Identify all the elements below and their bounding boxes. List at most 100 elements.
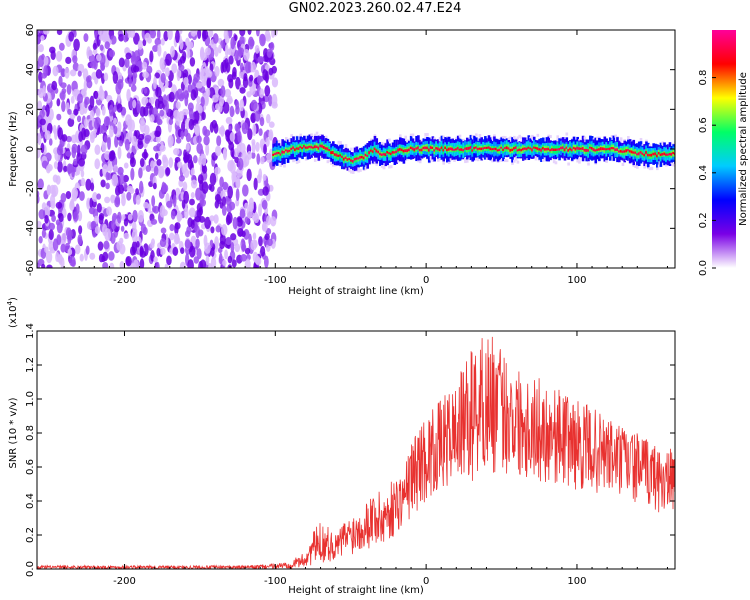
ridge-cell — [596, 148, 599, 151]
ridge-cell — [532, 146, 536, 149]
ridge-halo — [312, 136, 315, 140]
spectrogram-marks — [37, 30, 675, 268]
x-tick-label: 100 — [567, 275, 586, 286]
noise-cell — [247, 128, 253, 141]
ridge-cell — [438, 148, 442, 152]
noise-cell — [165, 53, 172, 66]
noise-cell — [257, 56, 265, 63]
ridge-halo — [503, 136, 507, 140]
ridge-cell — [458, 148, 462, 151]
ridge-cell — [364, 153, 368, 157]
noise-cell — [73, 108, 79, 116]
noise-cell — [177, 210, 182, 221]
noise-cell — [209, 121, 214, 133]
ridge-cell — [290, 147, 293, 150]
noise-cell — [56, 113, 62, 121]
noise-cell — [179, 55, 186, 64]
noise-cell — [201, 68, 208, 80]
noise-cell — [229, 132, 236, 142]
noise-cell — [49, 194, 56, 207]
noise-cell — [67, 212, 72, 222]
noise-cell — [153, 145, 160, 152]
ridge-cell — [520, 148, 523, 152]
noise-cell — [37, 30, 40, 36]
ridge-cell — [279, 153, 283, 156]
ridge-halo — [409, 133, 413, 137]
noise-cell — [268, 121, 275, 128]
noise-cell — [170, 210, 176, 220]
ridge-cell — [484, 146, 487, 149]
noise-cell — [149, 242, 155, 249]
ridge-cell — [400, 148, 404, 152]
noise-cell — [187, 259, 194, 268]
colorbar-tick-label: 0.6 — [698, 117, 709, 133]
noise-cell — [185, 37, 190, 47]
noise-cell — [203, 95, 209, 105]
ridge-cell — [433, 149, 436, 152]
ridge-cell — [579, 147, 583, 150]
ridge-cell — [315, 145, 319, 149]
ridge-halo — [348, 166, 351, 170]
noise-cell — [154, 152, 159, 160]
noise-cell — [189, 198, 195, 206]
noise-cell — [235, 76, 241, 90]
noise-cell — [59, 92, 64, 100]
ridge-halo — [475, 133, 478, 137]
noise-cell — [118, 57, 125, 68]
noise-cell — [214, 166, 221, 175]
noise-cell — [53, 161, 58, 170]
ridge-cell — [551, 148, 554, 151]
noise-cell — [202, 125, 208, 136]
ridge-halo — [567, 162, 570, 166]
noise-cell — [204, 242, 211, 254]
noise-cell — [165, 167, 171, 176]
ridge-cell — [648, 153, 652, 157]
ridge-halo — [315, 131, 319, 135]
ridge-cell — [567, 148, 570, 152]
noise-cell — [147, 203, 152, 214]
noise-cell — [225, 236, 232, 246]
noise-cell — [61, 134, 68, 142]
noise-cell — [42, 85, 47, 97]
ridge-cell — [545, 147, 549, 151]
ridge-cell — [666, 153, 670, 156]
noise-cell — [101, 139, 107, 153]
noise-cell — [116, 240, 123, 251]
noise-cell — [175, 101, 181, 110]
noise-cell — [184, 207, 189, 219]
noise-cell — [266, 48, 273, 58]
ridge-cell — [297, 147, 301, 150]
ridge-cell — [393, 151, 397, 154]
noise-cell — [237, 46, 243, 58]
noise-cell — [126, 152, 132, 159]
noise-cell — [146, 102, 152, 109]
noise-cell — [259, 116, 265, 127]
noise-cell — [239, 142, 246, 154]
noise-cell — [55, 175, 61, 185]
noise-cell — [89, 134, 95, 143]
ridge-cell — [578, 147, 581, 150]
ridge-halo — [643, 165, 646, 169]
noise-cell — [78, 191, 85, 201]
ridge-halo — [380, 164, 384, 168]
ridge-halo — [339, 141, 342, 145]
noise-cell — [205, 47, 211, 56]
noise-cell — [201, 164, 208, 174]
ridge-cell — [451, 147, 455, 151]
noise-cell — [262, 55, 269, 62]
noise-cell — [99, 44, 104, 51]
ridge-halo — [500, 158, 503, 162]
ridge-cell — [599, 147, 603, 151]
ridge-cell — [341, 155, 344, 158]
ridge-halo — [518, 134, 522, 138]
ridge-halo — [442, 135, 446, 139]
noise-cell — [252, 123, 257, 137]
noise-cell — [254, 44, 260, 54]
ridge-halo — [313, 158, 317, 162]
snr-series-line — [37, 336, 675, 569]
noise-cell — [239, 99, 245, 112]
ridge-cell — [303, 145, 306, 148]
ridge-cell — [395, 150, 398, 153]
noise-cell — [255, 256, 262, 266]
